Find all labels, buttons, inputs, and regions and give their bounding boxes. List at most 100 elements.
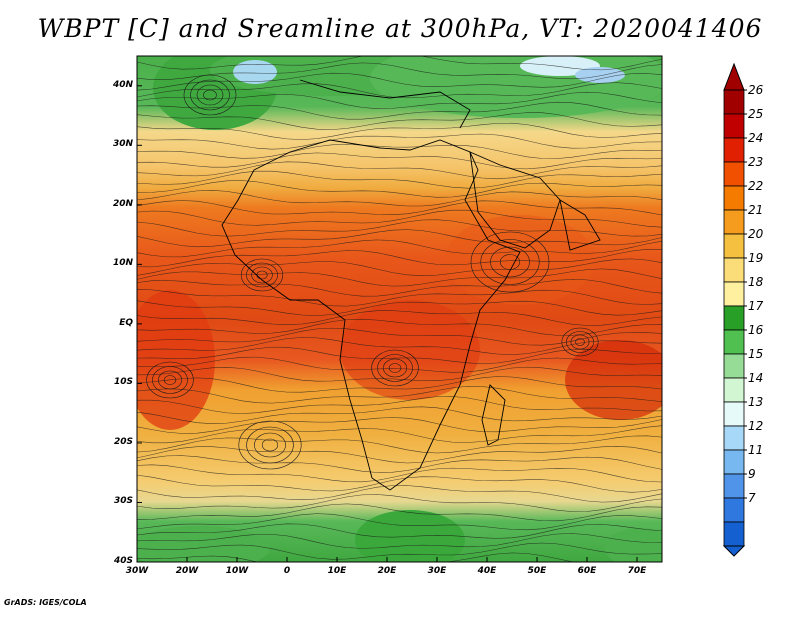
colorbar-box (723, 233, 745, 259)
colorbar-label: 15 (748, 347, 764, 361)
streamline (137, 200, 662, 216)
colorbar-box (723, 113, 745, 139)
vortex-ring (246, 262, 278, 288)
colorbar-box (723, 161, 745, 187)
streamline (137, 112, 662, 130)
vortex-ring (575, 338, 585, 346)
streamline (137, 417, 662, 434)
colorbar-box (723, 89, 745, 115)
streamline (137, 180, 662, 198)
lat-label: 20N (112, 198, 133, 209)
streamline (137, 152, 662, 170)
lon-label: 20W (175, 566, 199, 576)
streamline (137, 446, 662, 464)
streamline (137, 346, 662, 364)
streamline (137, 542, 662, 560)
lat-label: 30S (113, 496, 133, 507)
coastlines (221, 79, 601, 491)
colorbar-label: 26 (748, 83, 764, 97)
streamline (137, 464, 662, 483)
streamline (137, 249, 662, 268)
colorbar-label: 16 (748, 323, 764, 337)
colorbar-label: 20 (748, 227, 764, 241)
streamline (137, 239, 662, 258)
cold-pocket-east-2 (575, 67, 625, 83)
lat-label: 40S (113, 556, 133, 566)
colorbar-label: 23 (748, 155, 764, 169)
colorbar-label: 14 (748, 371, 764, 385)
vortex-ring (566, 331, 594, 353)
streamline (137, 455, 662, 473)
lon-label: 50E (527, 566, 547, 576)
colorbar-label: 22 (748, 179, 764, 193)
vortex-ring (183, 74, 237, 116)
colorbar-box (723, 305, 745, 331)
vortex-ring (152, 366, 188, 394)
colorbar-box (723, 329, 745, 355)
lon-label: 30W (125, 566, 149, 576)
colorbar-box (723, 401, 745, 427)
vortex-ring (203, 89, 217, 101)
colorbar-label: 11 (748, 443, 764, 457)
streamline (137, 318, 662, 336)
streamline (137, 406, 662, 424)
vortex-ring (190, 79, 230, 111)
streamline (137, 386, 662, 404)
lat-label: 20S (113, 436, 133, 447)
streamline (137, 229, 662, 248)
vortex-ring (246, 426, 294, 464)
streamline (137, 327, 662, 346)
vortex-ring (261, 438, 279, 452)
lon-label: 0 (283, 566, 291, 576)
lon-label: 10E (327, 566, 347, 576)
streamline (137, 396, 662, 414)
streamline (137, 356, 662, 373)
south-cold-band-west (137, 526, 270, 562)
colorbar-box (723, 281, 745, 307)
colorbar-label: 9 (748, 467, 756, 481)
streamlines (137, 56, 662, 562)
warm-core-arabia (445, 215, 595, 305)
streamline (137, 62, 662, 80)
streamline (137, 268, 662, 287)
streamline (137, 300, 662, 316)
colorbar-box (723, 209, 745, 235)
streamline (137, 122, 662, 140)
lon-label: 70E (627, 566, 647, 576)
colorbar-label: 13 (748, 395, 764, 409)
grads-credit: GrADS: IGES/COLA (4, 598, 87, 607)
colorbar-box (723, 377, 745, 403)
vortex-ring (480, 239, 540, 285)
colorbar-bottom-arrow (722, 545, 746, 557)
colorbar-label: 17 (748, 299, 764, 313)
vortex-ring (377, 354, 413, 382)
vortex-ring (254, 432, 286, 458)
streamline (137, 425, 662, 444)
vortex-ring (570, 334, 590, 350)
streamline (137, 503, 662, 522)
colorbar-box (723, 257, 745, 283)
streamline (137, 366, 662, 382)
vortex-ring (146, 361, 194, 399)
vortex-ring (382, 358, 407, 378)
colorbar-box (723, 425, 745, 451)
streamline (137, 288, 662, 307)
colorbar-box (723, 185, 745, 211)
streamline (137, 56, 662, 71)
colorbar-box (723, 521, 745, 547)
streamline (137, 485, 662, 503)
warm-core-indian (565, 340, 662, 420)
lat-label: EQ (119, 317, 133, 328)
streamline (137, 435, 662, 454)
streamline (137, 101, 662, 120)
colorbar-label: 12 (748, 419, 764, 433)
colorbar-label: 21 (748, 203, 764, 217)
streamline (137, 190, 662, 207)
streamline (137, 91, 662, 109)
colorbar-label: 7 (748, 491, 756, 505)
streamline (137, 494, 662, 512)
map-title: WBPT [C] and Sreamline at 300hPa, VT: 20… (37, 14, 763, 43)
lat-label: 10S (113, 377, 133, 388)
vortex-ring (196, 84, 224, 106)
